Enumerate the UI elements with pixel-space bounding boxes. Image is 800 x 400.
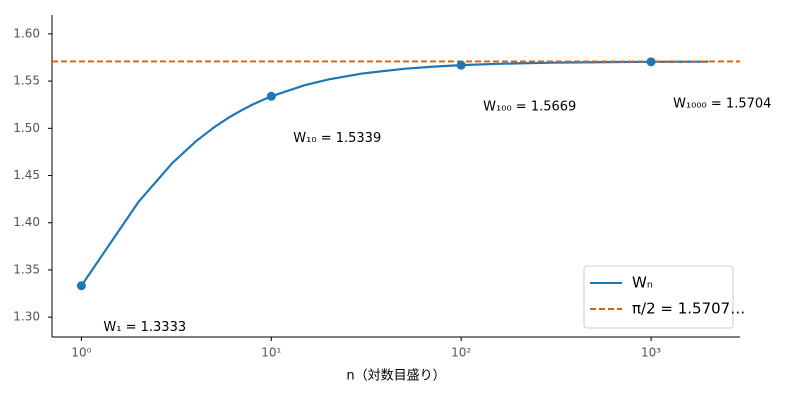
y-tick-label: 1.55	[13, 74, 40, 88]
y-tick-label: 1.35	[13, 262, 40, 276]
annotation: W₁₀₀ = 1.5669	[483, 100, 576, 115]
y-tick-label: 1.40	[13, 215, 40, 229]
marker	[646, 57, 656, 67]
y-tick-label: 1.30	[13, 310, 40, 324]
x-axis-label: n（対数目盛り）	[346, 369, 445, 384]
marker	[76, 281, 86, 291]
legend-label: Wₙ	[632, 274, 653, 292]
x-tick-label: 10²	[451, 346, 471, 360]
x-tick-label: 10¹	[261, 346, 281, 360]
y-tick-label: 1.45	[13, 168, 40, 182]
x-tick-label: 10³	[641, 346, 661, 360]
annotation: W₁₀₀₀ = 1.5704	[673, 96, 771, 111]
marker	[266, 91, 276, 101]
y-tick-label: 1.60	[13, 26, 40, 40]
legend-label: π/2 = 1.5707…	[632, 300, 745, 318]
marker	[456, 60, 466, 70]
annotation: W₁ = 1.3333	[103, 320, 186, 335]
x-tick-label: 10⁰	[71, 346, 91, 360]
series-line	[80, 60, 709, 287]
y-tick-label: 1.50	[13, 121, 40, 135]
legend-box	[583, 265, 734, 329]
annotation: W₁₀ = 1.5339	[293, 131, 381, 146]
